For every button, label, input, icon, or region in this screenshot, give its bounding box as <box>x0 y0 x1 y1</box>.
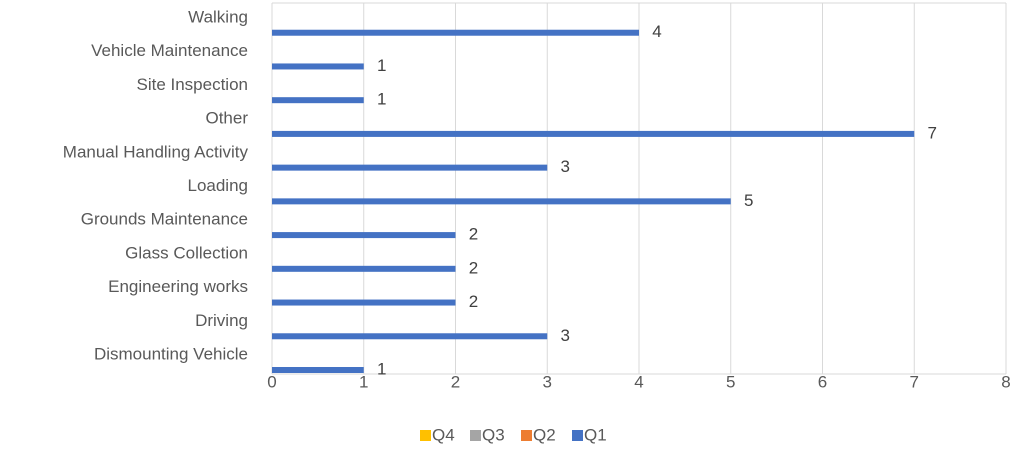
data-label: 1 <box>377 359 386 378</box>
category-label: Grounds Maintenance <box>81 210 248 229</box>
data-label: 5 <box>744 191 753 210</box>
value-axis-ticks: 0 1 2 3 4 5 6 7 8 <box>267 372 1010 391</box>
legend-label-q4: Q4 <box>432 425 455 444</box>
x-tick-label: 8 <box>1001 372 1010 391</box>
bars <box>272 29 915 373</box>
category-label: Glass Collection <box>125 243 248 262</box>
legend-label-q3: Q3 <box>482 425 505 444</box>
data-label: 4 <box>652 22 661 41</box>
category-label: Vehicle Maintenance <box>91 41 248 60</box>
category-label: Loading <box>187 176 248 195</box>
data-label: 2 <box>469 258 478 277</box>
x-tick-label: 5 <box>726 372 735 391</box>
legend-label-q2: Q2 <box>533 425 556 444</box>
category-label: Walking <box>188 7 248 26</box>
x-tick-label: 3 <box>543 372 552 391</box>
category-label: Driving <box>195 311 248 330</box>
category-label: Other <box>205 109 248 128</box>
legend-swatch-q2 <box>521 430 532 441</box>
x-tick-label: 1 <box>359 372 368 391</box>
data-label: 2 <box>469 225 478 244</box>
legend: Q4 Q3 Q2 Q1 <box>420 425 607 444</box>
data-label: 1 <box>377 56 386 75</box>
category-label: Site Inspection <box>136 75 248 94</box>
bar-q1 <box>272 333 548 340</box>
x-tick-label: 2 <box>451 372 460 391</box>
bar-q1 <box>272 299 456 306</box>
legend-swatch-q4 <box>420 430 431 441</box>
x-tick-label: 7 <box>910 372 919 391</box>
x-tick-label: 4 <box>634 372 643 391</box>
category-label: Manual Handling Activity <box>63 142 249 161</box>
bar-q1 <box>272 164 548 171</box>
gridlines <box>271 2 1007 375</box>
category-axis-labels: Walking Vehicle Maintenance Site Inspectio… <box>63 7 249 363</box>
bar-q1 <box>272 198 731 205</box>
legend-label-q1: Q1 <box>584 425 607 444</box>
bar-q1 <box>272 97 364 104</box>
data-label: 2 <box>469 292 478 311</box>
data-label: 7 <box>928 123 937 142</box>
category-label: Engineering works <box>108 277 248 296</box>
x-tick-label: 6 <box>818 372 827 391</box>
bar-q1 <box>272 232 456 239</box>
bar-q1 <box>272 265 456 272</box>
data-label: 3 <box>561 326 570 345</box>
data-label: 1 <box>377 90 386 109</box>
bar-q1 <box>272 63 364 70</box>
legend-swatch-q3 <box>470 430 481 441</box>
legend-swatch-q1 <box>572 430 583 441</box>
bar-q1 <box>272 130 915 137</box>
data-label: 3 <box>561 157 570 176</box>
bar-q1 <box>272 367 364 373</box>
bar-q1 <box>272 29 639 36</box>
category-label: Dismounting Vehicle <box>94 345 248 364</box>
x-tick-label: 0 <box>267 372 276 391</box>
